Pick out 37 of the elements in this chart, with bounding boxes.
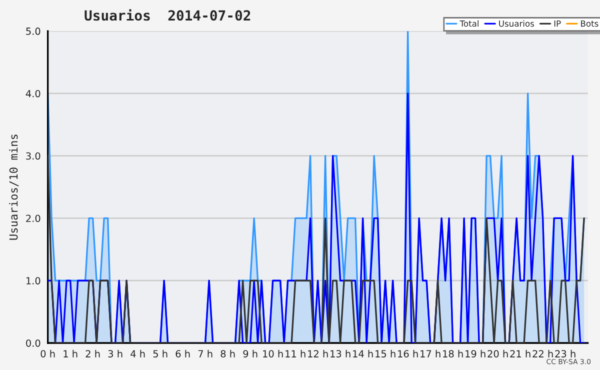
x-tick-label: 17 h <box>420 350 440 358</box>
x-tick-label: 19 h <box>466 350 486 358</box>
x-tick-label: 5 h <box>153 350 168 358</box>
y-tick-label: 0.0 <box>26 339 40 347</box>
y-axis-title: Usuarios/10 mins <box>9 134 19 240</box>
legend-label: Bots <box>581 20 598 27</box>
legend-label: Usuarios <box>499 20 534 27</box>
x-tick-label: 7 h <box>198 350 212 358</box>
y-tick-label: 5.0 <box>26 28 40 35</box>
x-tick-label: 4 h <box>130 350 145 358</box>
x-tick-label: 15 h <box>376 350 396 358</box>
line-series <box>48 155 585 343</box>
y-tick-label: 4.0 <box>26 90 40 98</box>
y-tick-label: 3.0 <box>26 152 40 160</box>
x-tick-label: 21 h <box>510 350 530 358</box>
x-tick-label: 12 h <box>308 350 328 358</box>
x-tick-label: 0 h <box>40 350 55 358</box>
y-tick-label: 1.0 <box>26 277 40 284</box>
y-tick-label: 2.0 <box>26 214 40 222</box>
legend-label: IP <box>554 20 561 27</box>
x-tick-label: 10 h <box>263 350 283 358</box>
x-tick-label: 20 h <box>488 350 508 358</box>
x-tick-label: 16 h <box>398 350 418 358</box>
x-tick-label: 23 h <box>555 350 576 358</box>
x-tick-label: 1 h <box>64 350 78 358</box>
x-tick-label: 6 h <box>176 350 190 358</box>
x-tick-label: 11 h <box>286 350 306 358</box>
x-tick-label: 2 h <box>86 350 100 358</box>
chart-title: Usuarios 2014-07-02 <box>84 9 250 21</box>
x-tick-label: 22 h <box>532 350 553 358</box>
x-tick-label: 3 h <box>108 350 122 358</box>
x-tick-label: 18 h <box>443 350 463 358</box>
x-tick-label: 9 h <box>243 350 258 358</box>
x-tick-label: 13 h <box>330 350 350 358</box>
legend-label: Total <box>460 20 478 27</box>
x-tick-label: 8 h <box>220 350 235 358</box>
x-tick-label: 14 h <box>353 350 373 358</box>
